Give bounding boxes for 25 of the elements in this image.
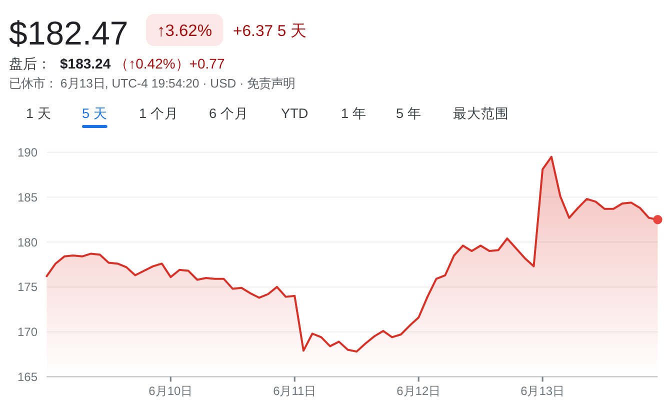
text: 6 个月 [209,106,248,121]
x-tick-label: 6月12日 [396,384,441,398]
text: $183.24 [60,56,111,72]
x-tick-label: 6月11日 [273,384,316,398]
text: 1 年 [341,106,366,121]
y-tick-label: 185 [17,190,38,204]
y-tick-label: 165 [17,370,38,384]
y-tick-label: 190 [17,146,38,160]
x-tick-label: 6月13日 [520,384,565,398]
text: 最大范围 [453,106,509,121]
text: YTD [281,106,308,121]
text: 5 年 [396,106,422,121]
y-tick-label: 180 [17,235,38,250]
text: 5 天 [82,106,108,121]
text: 盘后： [9,56,51,72]
text: 已休市： 6月13日, UTC-4 19:54:20 · USD · 免责声明 [9,76,296,90]
text: +6.37 5 天 [233,23,307,40]
text: 1 个月 [139,106,178,121]
y-tick-label: 175 [17,280,38,294]
text: 1 天 [26,106,52,121]
x-tick-label: 6月10日 [148,384,193,398]
y-tick-label: 170 [17,325,38,340]
chart-title: $182.47 [9,14,128,52]
text: （↑0.42%）+0.77 [114,56,225,72]
text: ↑3.62% [157,22,212,40]
